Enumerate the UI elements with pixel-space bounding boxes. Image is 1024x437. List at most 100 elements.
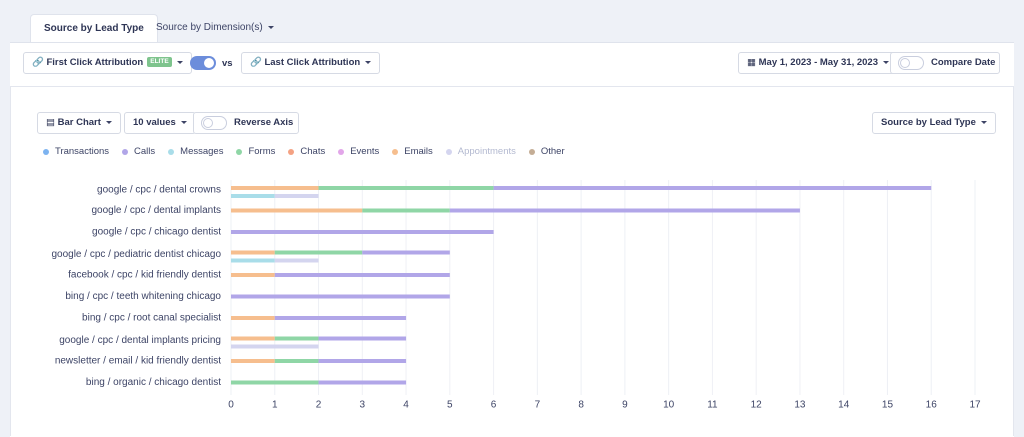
legend-swatch — [168, 148, 175, 155]
legend-swatch — [392, 148, 399, 155]
legend-item[interactable]: Calls — [122, 146, 155, 157]
attribution-dropdown[interactable]: 🔗 Last Click Attribution — [241, 52, 381, 74]
button-label: Last Click Attribution — [264, 57, 361, 68]
y-tick-label: facebook / cpc / kid friendly dentist — [68, 270, 221, 281]
bar-segment — [318, 186, 494, 190]
values-dropdown[interactable]: 10 values — [124, 112, 196, 134]
legend-label: Appointments — [457, 146, 516, 157]
bar-segment — [362, 208, 450, 213]
bar-segment — [231, 344, 319, 349]
x-tick-label: 8 — [578, 400, 584, 411]
bar-segment — [274, 194, 319, 198]
bar-segment — [274, 250, 363, 255]
bar-segment — [231, 294, 450, 299]
y-tick-label: google / cpc / dental implants pricing — [59, 335, 221, 346]
toggle[interactable] — [201, 116, 227, 130]
x-tick-label: 7 — [535, 400, 541, 411]
legend-label: Calls — [134, 146, 156, 157]
legend-swatch — [445, 148, 452, 155]
legend-item[interactable]: Other — [528, 146, 565, 157]
y-tick-label: bing / cpc / teeth whitening chicago — [65, 291, 221, 302]
legend-item[interactable]: Transactions — [43, 146, 109, 157]
legend-label: Emails — [404, 146, 433, 157]
x-tick-label: 16 — [926, 400, 938, 411]
button-label: Source by Lead Type — [881, 117, 976, 128]
legend-item[interactable]: Events — [338, 146, 379, 157]
legend-swatch — [236, 148, 243, 155]
legend: Transactions Calls Messages Forms Chats Event… — [43, 146, 578, 157]
legend-swatch — [338, 148, 345, 155]
legend-swatch — [528, 148, 535, 155]
legend-swatch — [288, 148, 295, 155]
y-tick-label: bing / cpc / root canal specialist — [82, 313, 221, 324]
bar-segment — [231, 194, 275, 198]
x-tick-label: 12 — [751, 400, 763, 411]
x-tick-label: 17 — [969, 400, 981, 411]
tab[interactable]: Source by Dimension(s) — [143, 14, 287, 42]
bar-segment — [274, 359, 319, 363]
legend-item[interactable]: Forms — [236, 146, 275, 157]
legend-label: Forms — [248, 146, 276, 157]
legend-item[interactable]: Messages — [168, 146, 223, 157]
bar-segment — [274, 336, 319, 341]
bar-segment — [231, 316, 275, 320]
x-tick-label: 13 — [794, 400, 806, 411]
y-tick-label: google / cpc / chicago dentist — [92, 227, 221, 238]
legend-item[interactable]: Appointments — [445, 146, 516, 157]
bar-segment — [231, 230, 494, 234]
y-tick-label: google / cpc / pediatric dentist chicago — [51, 249, 221, 260]
legend-swatch — [43, 148, 49, 155]
bar-segment — [231, 273, 275, 277]
attribution-dropdown[interactable]: 🔗 First Click Attribution ELITE — [23, 52, 192, 74]
x-tick-label: 0 — [228, 400, 234, 411]
button-label: Bar Chart — [57, 117, 101, 128]
x-tick-label: 5 — [447, 400, 453, 411]
x-tick-label: 14 — [838, 400, 850, 411]
bar-segment — [231, 186, 319, 190]
x-tick-label: 2 — [316, 400, 322, 411]
legend-item[interactable]: Emails — [392, 146, 433, 157]
bar-segment — [493, 186, 932, 190]
x-tick-label: 11 — [707, 400, 718, 411]
x-tick-label: 9 — [622, 400, 628, 411]
x-tick-label: 4 — [403, 400, 409, 411]
bar-segment — [231, 336, 275, 341]
group-dropdown[interactable]: Source by Lead Type — [872, 112, 996, 134]
tab-label: Source by Dimension(s) — [156, 22, 263, 33]
x-tick-label: 6 — [491, 400, 497, 411]
button-label: 10 values — [133, 117, 176, 128]
x-tick-label: 3 — [360, 400, 366, 411]
bar-segment — [274, 316, 407, 320]
y-tick-label: google / cpc / dental crowns — [97, 185, 221, 196]
button-label: May 1, 2023 - May 31, 2023 — [758, 57, 878, 68]
bar-segment — [318, 380, 407, 385]
vs-label: vs — [222, 58, 233, 69]
bar-segment — [231, 258, 275, 263]
x-tick-label: 15 — [882, 400, 894, 411]
legend-label: Events — [350, 146, 380, 157]
bar-segment — [231, 250, 275, 255]
legend-label: Transactions — [55, 146, 110, 157]
toggle[interactable] — [190, 56, 216, 70]
x-tick-label: 1 — [272, 400, 278, 411]
bar-segment — [231, 380, 319, 385]
bar-segment — [231, 208, 363, 213]
chart-type-dropdown[interactable]: ▤ Bar Chart — [37, 112, 121, 134]
x-tick-label: 10 — [663, 400, 675, 411]
badge: ELITE — [147, 57, 172, 68]
tab[interactable]: Source by Lead Type — [30, 14, 158, 42]
button-label: First Click Attribution — [46, 57, 144, 68]
legend-label: Messages — [180, 146, 224, 157]
bar-segment — [449, 208, 800, 213]
toggle[interactable] — [898, 56, 924, 70]
button-label: Compare Date — [931, 57, 996, 68]
legend-item[interactable]: Chats — [288, 146, 325, 157]
legend-label: Other — [540, 146, 565, 157]
chart-card — [10, 86, 1014, 436]
button-label: Reverse Axis — [234, 117, 294, 128]
bar-segment — [362, 250, 450, 255]
legend-label: Chats — [300, 146, 326, 157]
bar-segment — [274, 273, 450, 277]
